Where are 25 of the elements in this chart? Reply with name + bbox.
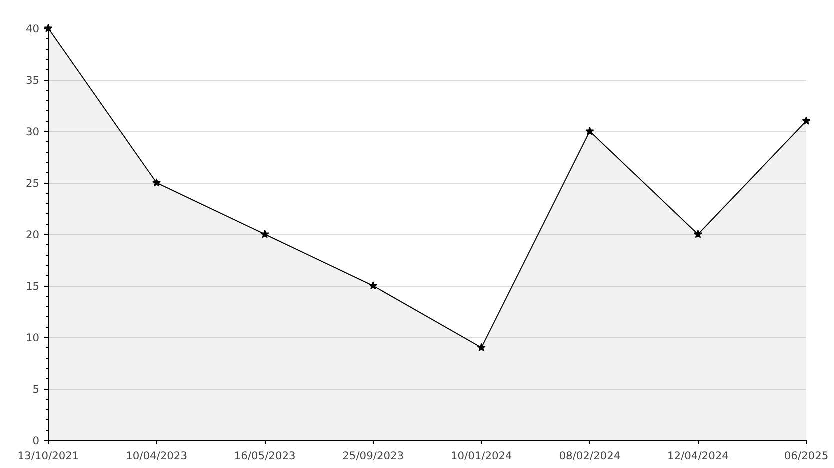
x-tick-label: 10/01/2024 bbox=[450, 450, 513, 462]
y-tick-label: 0 bbox=[32, 434, 40, 448]
x-tick-label: 08/02/2024 bbox=[559, 450, 621, 462]
y-tick-label: 40 bbox=[26, 22, 40, 36]
x-tick-label: 25/09/2023 bbox=[342, 450, 404, 462]
point bbox=[586, 127, 594, 136]
y-tick-label: 10 bbox=[26, 332, 40, 344]
y-tick-label: 30 bbox=[26, 126, 40, 138]
point bbox=[802, 116, 811, 125]
y-tick-label: 15 bbox=[26, 280, 40, 293]
y-tick-label: 20 bbox=[26, 228, 40, 242]
y-tick-label: 5 bbox=[32, 383, 40, 396]
x-tick-label: 10/04/2023 bbox=[126, 450, 188, 462]
x-tick-label: 16/05/2023 bbox=[234, 450, 296, 462]
point bbox=[152, 178, 162, 187]
point bbox=[477, 343, 486, 352]
point bbox=[260, 230, 270, 238]
point bbox=[44, 24, 53, 32]
point bbox=[694, 230, 703, 238]
x-tick-label: 13/10/2021 bbox=[18, 450, 80, 462]
x-tick-label: 12/04/2024 bbox=[668, 450, 730, 462]
y-tick-label: 35 bbox=[26, 74, 40, 87]
x-tick-label: 06/2025 bbox=[784, 450, 829, 462]
y-tick-label: 25 bbox=[26, 177, 40, 190]
point bbox=[369, 282, 378, 290]
